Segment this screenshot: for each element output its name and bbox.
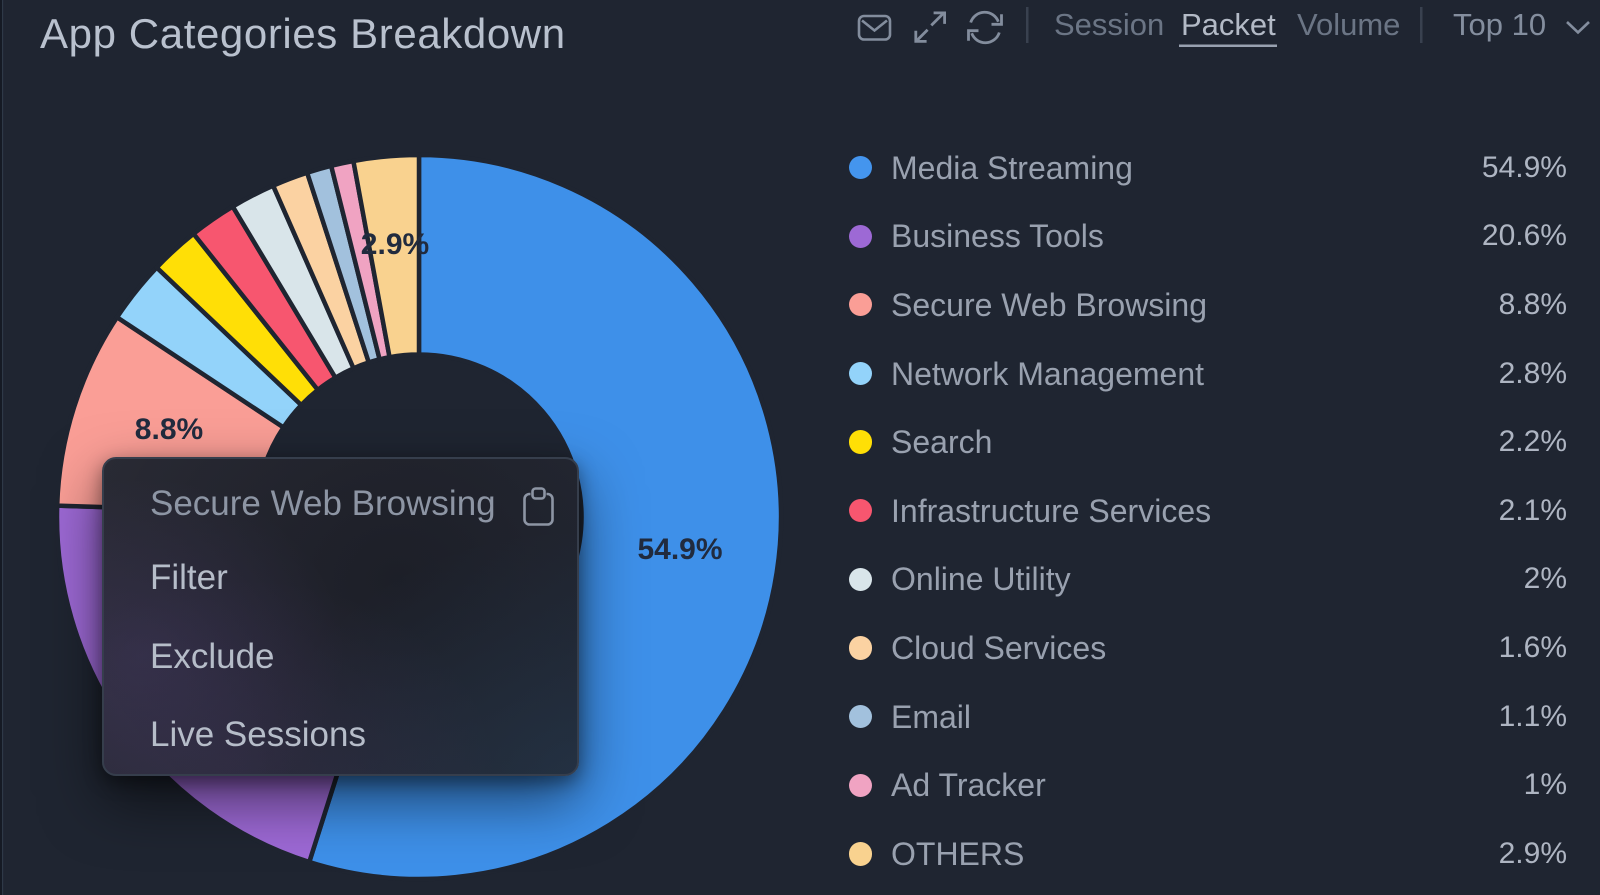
svg-text:Top 10: Top 10 (1453, 7, 1546, 42)
svg-text:54.9%: 54.9% (637, 533, 722, 566)
svg-text:Volume: Volume (1297, 7, 1400, 42)
svg-text:Packet: Packet (1181, 7, 1276, 42)
svg-text:Session: Session (1054, 7, 1164, 42)
svg-text:8.8%: 8.8% (135, 413, 203, 446)
svg-text:2.9%: 2.9% (361, 228, 429, 261)
